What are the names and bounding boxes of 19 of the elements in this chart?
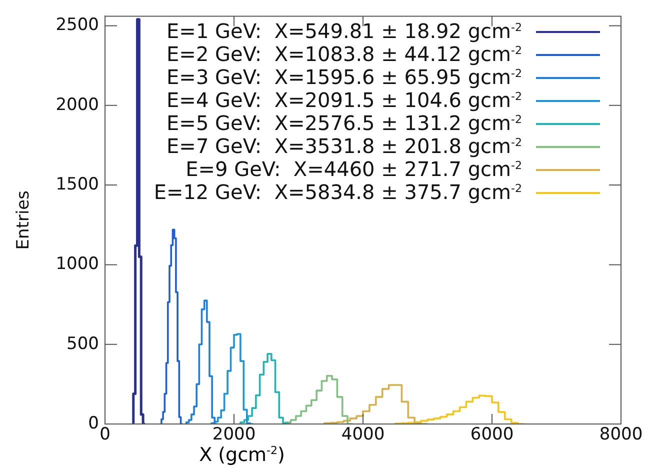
y-tick-label: 1500 <box>56 174 99 194</box>
y-tick-label: 1000 <box>56 254 99 274</box>
legend-label: E=5 GeV: X=2576.5 ± 131.2 gcm$^{-2}$ <box>166 111 522 135</box>
y-tick-label: 2500 <box>56 15 99 36</box>
legend-label: E=4 GeV: X=2091.5 ± 104.6 gcm$^{-2}$ <box>166 88 522 112</box>
x-tick-label: 6000 <box>470 424 514 445</box>
legend-label: E=1 GeV: X=549.81 ± 18.92 gcm$^{-2}$ <box>166 19 522 43</box>
x-tick-label: 2000 <box>212 424 256 445</box>
legend-label: E=12 GeV: X=5834.8 ± 375.7 gcm$^{-2}$ <box>154 180 522 204</box>
x-tick-label: 8000 <box>599 424 643 445</box>
y-tick-label: 2000 <box>56 94 99 115</box>
legend-label: E=2 GeV: X=1083.8 ± 44.12 gcm$^{-2}$ <box>166 42 522 66</box>
y-axis-title: Entries <box>14 190 34 250</box>
legend-label: E=3 GeV: X=1595.6 ± 65.95 gcm$^{-2}$ <box>166 65 522 89</box>
y-tick-label: 500 <box>66 334 99 354</box>
x-axis-title: X (gcm$^{-2}$) <box>198 444 286 466</box>
legend-label: E=7 GeV: X=3531.8 ± 201.8 gcm$^{-2}$ <box>166 134 522 158</box>
legend-label: E=9 GeV: X=4460 ± 271.7 gcm$^{-2}$ <box>186 157 522 181</box>
x-tick-label: 4000 <box>341 424 385 445</box>
